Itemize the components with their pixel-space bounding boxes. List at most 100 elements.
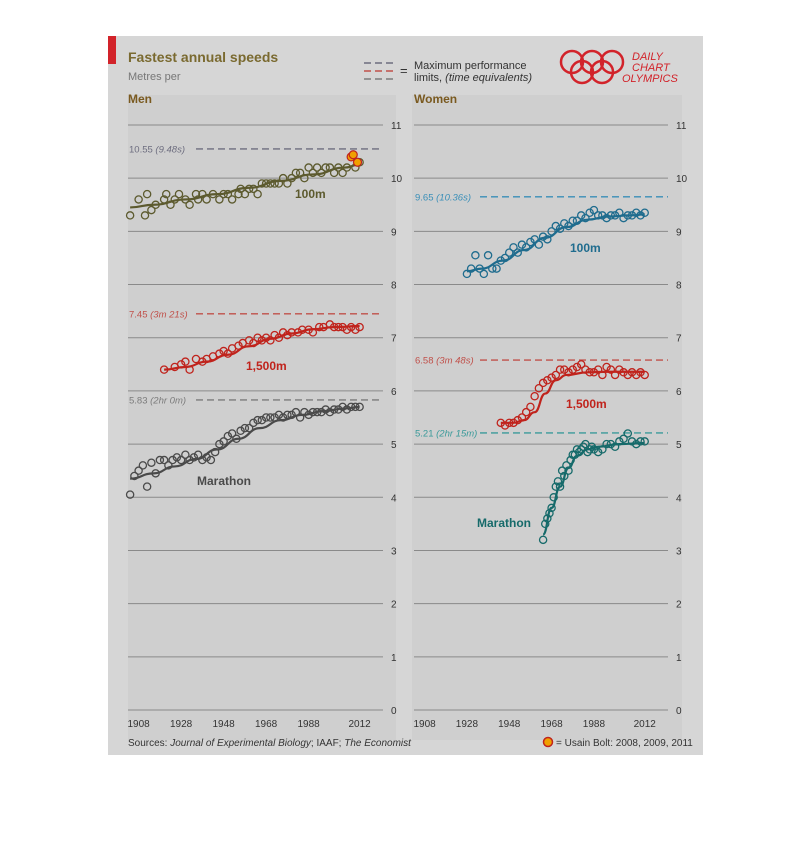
limit-value: 5.83 — [129, 395, 150, 406]
y-tick-label: 4 — [391, 493, 397, 504]
data-point — [312, 163, 322, 172]
x-tick-label: 1908 — [413, 719, 436, 730]
data-point — [576, 360, 586, 369]
data-point — [125, 490, 135, 499]
bolt-marker-icon — [542, 736, 554, 748]
y-tick-label: 1 — [676, 653, 682, 664]
y-tick-label: 11 — [676, 121, 687, 132]
series-label: Marathon — [477, 516, 531, 530]
chart-title: Fastest annual speeds — [128, 49, 278, 65]
legend: = Maximum performance limits, (time equi… — [364, 60, 532, 84]
data-point — [261, 413, 271, 422]
data-point — [636, 437, 645, 446]
data-point — [134, 466, 143, 475]
y-tick-label: 2 — [676, 600, 682, 611]
chart-subtitle: Metres per — [128, 71, 181, 83]
data-point — [257, 415, 267, 425]
data-point — [142, 482, 152, 491]
data-point — [215, 195, 224, 204]
logo-line2: CHART — [632, 62, 671, 74]
data-point — [266, 413, 275, 422]
data-point — [492, 264, 501, 273]
data-point — [138, 461, 148, 470]
series-label: Marathon — [197, 474, 251, 488]
bolt-point — [352, 157, 363, 167]
limit-time: (2hr 15m) — [436, 428, 477, 439]
limit-time: (9.48s) — [155, 144, 185, 155]
figure-accent-bar — [108, 36, 116, 64]
limit-value: 7.45 — [129, 309, 150, 320]
data-point — [219, 437, 228, 446]
data-point — [513, 248, 522, 257]
logo-text: DAILY CHART OLYMPICS — [622, 51, 679, 85]
y-tick-label: 7 — [391, 334, 397, 345]
olympic-rings-icon — [559, 49, 625, 85]
data-point — [181, 450, 190, 459]
y-tick-label: 5 — [391, 440, 397, 451]
limit-time: (3m 48s) — [436, 356, 473, 367]
data-point — [321, 405, 330, 414]
data-point — [538, 535, 548, 545]
data-point — [568, 365, 578, 374]
data-point — [479, 269, 489, 279]
y-tick-label: 9 — [391, 227, 397, 238]
data-point — [274, 410, 284, 420]
limit-label: 7.45 (3m 21s) — [129, 309, 188, 320]
data-point — [466, 264, 476, 273]
data-point — [253, 189, 262, 199]
data-point — [632, 208, 641, 217]
data-point — [227, 195, 237, 204]
data-point — [549, 493, 558, 502]
y-tick-label: 11 — [391, 121, 402, 132]
data-point — [314, 322, 324, 332]
y-tick-label: 0 — [676, 706, 682, 717]
data-point — [236, 426, 245, 436]
sources-note: Sources: Journal of Experimental Biology… — [128, 738, 412, 749]
data-point — [526, 402, 535, 412]
data-point — [215, 439, 224, 449]
x-tick-label: 1968 — [540, 719, 563, 730]
data-point — [249, 418, 258, 428]
bolt-note: = Usain Bolt: 2008, 2009, 2011 — [556, 738, 693, 749]
data-point — [538, 378, 548, 388]
data-point — [164, 461, 173, 470]
data-point — [159, 455, 169, 465]
data-point — [134, 195, 143, 204]
data-point — [543, 235, 552, 244]
data-point — [602, 213, 611, 223]
data-point — [234, 189, 243, 199]
series-label: 1,500m — [246, 359, 287, 373]
data-point — [147, 205, 156, 215]
data-point — [553, 477, 563, 486]
panel-title-women: Women — [414, 92, 457, 106]
data-point — [198, 189, 207, 199]
limit-value: 9.65 — [415, 192, 436, 203]
trend-line — [500, 370, 645, 424]
data-point — [619, 434, 628, 444]
legend-line2: limits, (time equivalents) — [414, 72, 532, 84]
y-tick-label: 9 — [676, 227, 682, 238]
data-point — [593, 447, 603, 457]
data-point — [568, 216, 578, 225]
data-point — [576, 211, 586, 220]
trend-line — [130, 163, 360, 209]
data-point — [551, 221, 561, 231]
data-point — [534, 383, 544, 393]
data-point — [155, 455, 165, 465]
limit-value: 6.58 — [415, 356, 436, 367]
x-tick-label: 1988 — [583, 719, 606, 730]
limit-label: 6.58 (3m 48s) — [415, 356, 474, 367]
y-tick-label: 7 — [676, 334, 682, 345]
data-point — [181, 357, 190, 366]
series-label: 100m — [295, 187, 326, 201]
data-point — [547, 503, 556, 513]
data-point — [308, 168, 318, 178]
data-point — [627, 437, 637, 446]
data-point — [606, 365, 616, 374]
data-point — [206, 455, 216, 465]
trend-line — [542, 441, 645, 536]
data-point — [640, 437, 649, 446]
y-tick-label: 6 — [676, 387, 682, 398]
data-point — [615, 365, 624, 374]
